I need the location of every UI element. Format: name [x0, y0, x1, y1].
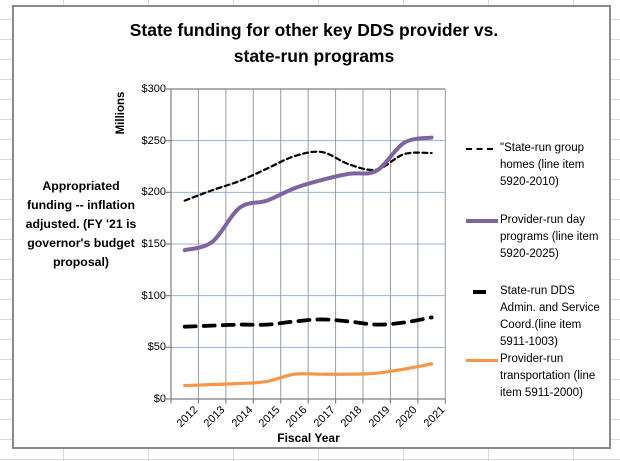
plot-area[interactable] — [14, 7, 613, 451]
annotation-text: Appropriated funding -- inflation adjust… — [25, 179, 137, 269]
dashed-line-icon — [473, 290, 486, 294]
legend-label: Provider-run transportation (line item 5… — [500, 353, 596, 399]
legend-item-1[interactable]: Provider-run day programs (line item 592… — [466, 212, 612, 263]
legend-item-0[interactable]: "State-run group homes (line item 5920-2… — [466, 140, 612, 191]
legend-label: State-run DDS Admin. and Service Coord.(… — [500, 285, 600, 348]
dashed-line-icon — [466, 148, 493, 150]
y-tick-label: $250 — [141, 134, 166, 147]
y-tick-label: $200 — [141, 186, 166, 199]
chart-title[interactable]: State funding for other key DDS provider… — [129, 20, 499, 66]
line-icon — [466, 359, 498, 362]
series-line-3[interactable] — [183, 362, 434, 388]
legend-line-sample — [466, 351, 500, 362]
x-axis-title: Fiscal Year — [277, 431, 340, 445]
legend-label: "State-run group homes (line item 5920-2… — [500, 142, 585, 188]
legend[interactable]: "State-run group homes (line item 5920-2… — [466, 7, 612, 451]
line-icon — [466, 219, 498, 223]
legend-line-sample — [466, 212, 500, 223]
y-tick-label: $100 — [141, 289, 166, 302]
series-line-2[interactable] — [182, 315, 434, 329]
legend-item-2[interactable]: State-run DDS Admin. and Service Coord.(… — [466, 283, 612, 351]
legend-line-sample — [466, 283, 500, 294]
y-tick-label: $50 — [147, 341, 166, 354]
legend-label: Provider-run day programs (line item 592… — [500, 214, 599, 260]
y-tick-label: $300 — [141, 83, 166, 95]
chart-object[interactable]: State funding for other key DDS provider… — [12, 5, 611, 449]
legend-line-sample — [466, 140, 500, 150]
y-tick-label: $0 — [153, 393, 166, 405]
legend-item-3[interactable]: Provider-run transportation (line item 5… — [466, 351, 612, 402]
series-line-0[interactable] — [183, 150, 433, 202]
series-line-1[interactable] — [182, 135, 434, 253]
y-tick-label: $150 — [141, 238, 166, 250]
